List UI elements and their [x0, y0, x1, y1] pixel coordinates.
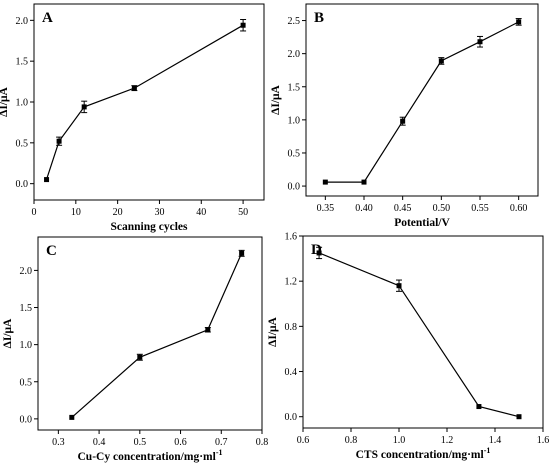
- x-axis-title-text: CTS concentration/mg·ml: [356, 449, 484, 461]
- y-tick-label: 0.0: [16, 179, 29, 190]
- x-tick-label: 0.35: [317, 203, 335, 214]
- x-axis-title: Cu-Cy concentration/mg·ml-1: [78, 448, 223, 463]
- x-tick-label: 40: [196, 207, 206, 218]
- y-tick-label: 1.5: [288, 82, 301, 93]
- chart-panel-a: A 0 10 20 30 40 50 0.0 0.5 1.0 1.5 2.0 Scanning cycl…: [0, 3, 265, 233]
- y-tick-label: 1.5: [16, 57, 29, 68]
- x-tick-label: 50: [238, 207, 248, 218]
- x-tick-label: 0.8: [345, 435, 358, 446]
- y-tick-label: 1.2: [285, 277, 298, 288]
- data-point: [56, 138, 62, 144]
- x-tick-label: 0.50: [433, 203, 451, 214]
- y-axis-title: ΔI/μA: [0, 86, 10, 116]
- x-axis-title: Scanning cycles: [111, 221, 189, 233]
- x-tick-label: 0.55: [471, 203, 489, 214]
- plot-frame: [302, 235, 544, 429]
- x-tick-label: 1.6: [537, 435, 550, 446]
- x-tick-label: 0.45: [394, 203, 412, 214]
- y-tick-label: 0.5: [20, 377, 33, 388]
- data-point: [477, 39, 483, 45]
- chart-panel-c: C 0.3 0.4 0.5 0.6 0.7 0.8 0.0 0.5 1.0 1.5 2.0 Cu-Cy …: [2, 236, 269, 463]
- panel-label: D: [311, 242, 322, 258]
- x-axis-title-text: Potential/V: [394, 217, 450, 229]
- y-tick-label: 0.4: [285, 367, 298, 378]
- x-axis-title-text: Scanning cycles: [111, 221, 189, 233]
- series-line: [71, 253, 243, 418]
- y-tick-label: 1.5: [20, 303, 33, 314]
- x-axis-title: Potential/V: [394, 217, 450, 229]
- x-axis-title-text: Cu-Cy concentration/mg·ml: [78, 451, 216, 463]
- y-tick-label: 2.0: [20, 266, 33, 277]
- data-point: [205, 327, 211, 333]
- data-point: [516, 414, 522, 420]
- data-point: [239, 250, 245, 256]
- x-tick-label: 1.2: [441, 435, 454, 446]
- x-tick-label: 0.6: [174, 437, 187, 448]
- y-tick-label: 1.0: [20, 340, 33, 351]
- panel-label: A: [42, 10, 53, 26]
- x-axis-title: CTS concentration/mg·ml-1: [356, 446, 491, 461]
- y-tick-label: 2.0: [16, 16, 29, 27]
- data-point: [316, 250, 322, 256]
- y-tick-label: 2.5: [288, 16, 301, 27]
- data-point: [322, 179, 328, 185]
- x-tick-label: 0.7: [215, 437, 228, 448]
- x-tick-label: 0: [32, 207, 37, 218]
- y-tick-label: 0.5: [288, 148, 301, 159]
- series-line: [45, 24, 244, 180]
- y-axis-title: ΔI/μA: [270, 84, 282, 114]
- y-tick-label: 0.8: [285, 322, 298, 333]
- x-tick-label: 1.4: [489, 435, 502, 446]
- x-tick-label: 0.5: [134, 437, 147, 448]
- x-tick-label: 0.6: [297, 435, 310, 446]
- data-point: [69, 414, 75, 420]
- y-tick-label: 0.0: [288, 182, 301, 193]
- data-point: [361, 179, 367, 185]
- y-axis-title: ΔI/μA: [2, 318, 14, 348]
- series-line: [325, 21, 519, 183]
- x-tick-label: 20: [113, 207, 123, 218]
- x-tick-label: 0.40: [355, 203, 373, 214]
- y-tick-label: 0.0: [20, 414, 33, 425]
- data-point: [81, 104, 87, 110]
- y-axis-title: ΔI/μA: [267, 316, 279, 346]
- x-tick-label: 10: [71, 207, 81, 218]
- y-tick-label: 2.0: [288, 49, 301, 60]
- x-tick-label: 1.0: [393, 435, 406, 446]
- series-line: [318, 252, 520, 418]
- data-point: [438, 58, 444, 64]
- data-point: [137, 354, 143, 360]
- data-point: [400, 118, 406, 124]
- y-tick-label: 1.0: [16, 98, 29, 109]
- y-tick-label: 1.0: [288, 115, 301, 126]
- x-tick-label: 0.8: [256, 437, 269, 448]
- plot-frame: [305, 3, 539, 197]
- y-tick-label: 1.6: [285, 232, 298, 243]
- panel-label: B: [314, 10, 324, 26]
- data-point: [516, 19, 522, 25]
- x-axis-title-superscript: -1: [216, 448, 223, 457]
- x-tick-label: 0.60: [510, 203, 528, 214]
- panel-label: C: [46, 243, 57, 259]
- y-tick-label: 0.0: [285, 412, 298, 423]
- chart-panel-b: B 0.35 0.40 0.45 0.50 0.55 0.60 0.0 0.5 1.0 1.5 2.0…: [270, 3, 539, 229]
- x-tick-label: 30: [154, 207, 164, 218]
- plot-frame: [37, 236, 263, 431]
- x-axis-title-superscript: -1: [484, 446, 491, 455]
- data-point: [44, 177, 50, 183]
- x-tick-label: 0.4: [93, 437, 106, 448]
- data-point: [131, 85, 137, 91]
- y-tick-label: 0.5: [16, 138, 29, 149]
- x-tick-label: 0.3: [52, 437, 65, 448]
- data-point: [240, 22, 246, 28]
- chart-panel-d: D 0.6 0.8 1.0 1.2 1.4 1.6 0.0 0.4 0.8 1.2 1.6 CTS co…: [267, 232, 549, 462]
- data-point: [396, 283, 402, 289]
- data-point: [476, 404, 482, 410]
